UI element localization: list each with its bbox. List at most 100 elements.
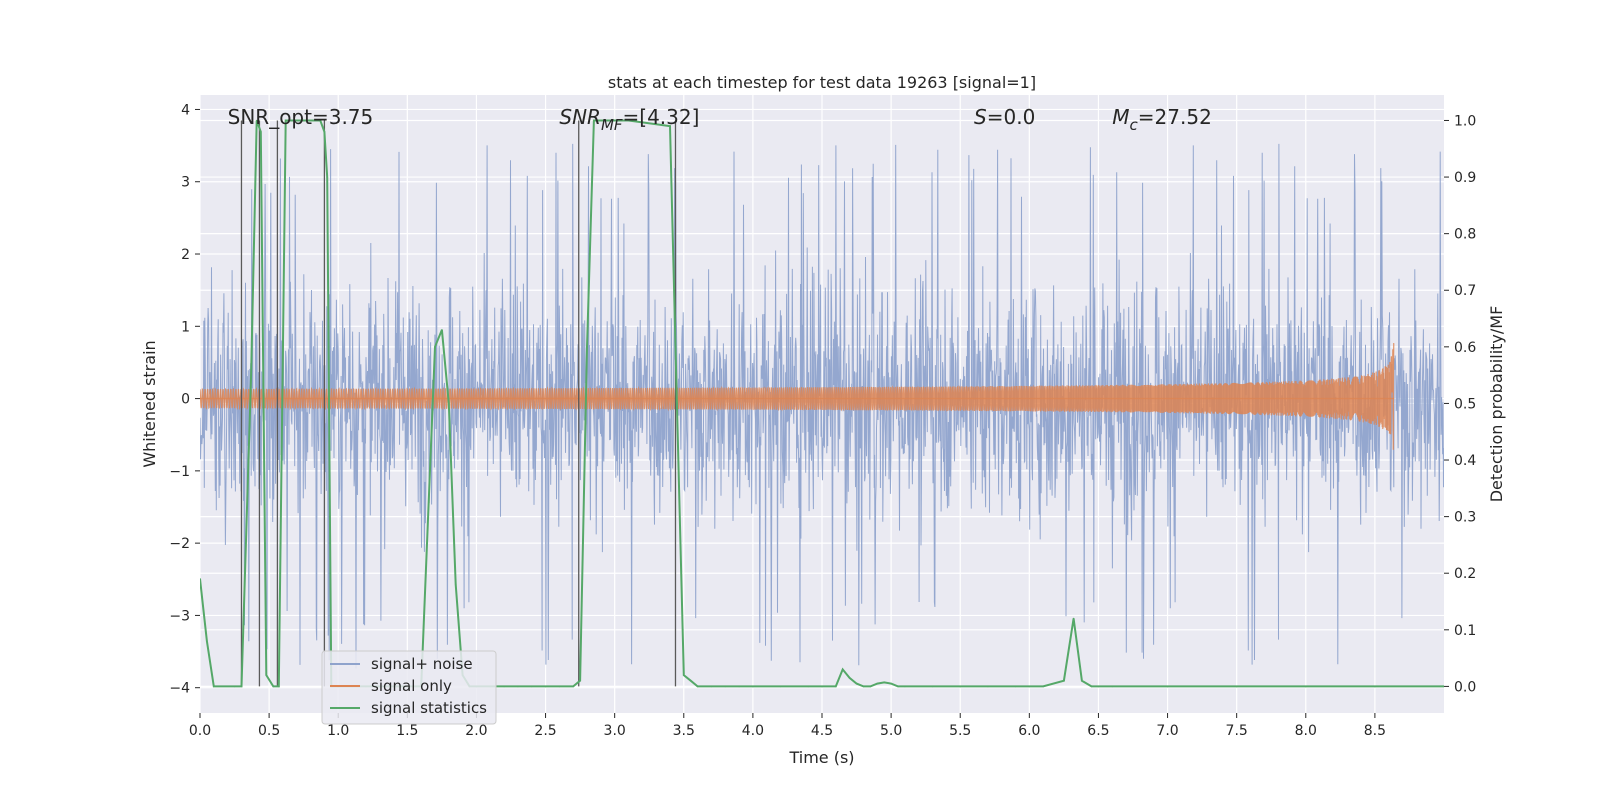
signal-statistics-point	[206, 640, 208, 642]
x-tick-label: 2.0	[465, 723, 487, 739]
annotation-snr-mf-symbol: SNR	[559, 105, 601, 129]
signal-statistics-point	[959, 685, 961, 688]
x-tick-label: 0.0	[189, 723, 211, 739]
annotation-s-value: =0.0	[987, 105, 1036, 129]
signal-statistics-point	[710, 685, 713, 688]
signal-statistics-point	[1072, 617, 1075, 620]
signal-statistics-point	[779, 685, 782, 688]
noise-series	[200, 143, 1444, 669]
signal-statistics-point	[1166, 685, 1169, 688]
signal-statistics-point	[931, 685, 934, 688]
signal-statistics-point	[1111, 685, 1114, 688]
signal-statistics-point	[1443, 685, 1444, 688]
signal-statistics-point	[738, 685, 740, 688]
annotation-mc-symbol: M	[1112, 105, 1129, 129]
signal-statistics-point	[572, 685, 574, 688]
y-tick-label-left: 1	[181, 319, 190, 335]
signal-only-series	[200, 342, 1395, 450]
x-tick-label: 7.0	[1156, 723, 1178, 739]
signal-statistics-point	[278, 685, 280, 688]
y-tick-label-right: 0.3	[1454, 510, 1476, 526]
signal-statistics-point	[862, 685, 865, 688]
signal-statistics-point	[1081, 679, 1083, 682]
signal-statistics-point	[696, 685, 699, 688]
signal-statistics-point	[669, 125, 671, 127]
signal-statistics-point	[987, 685, 989, 688]
x-tick-label: 2.5	[534, 723, 556, 739]
signal-statistics-point	[326, 176, 329, 178]
signal-statistics-point	[272, 685, 275, 688]
signal-statistics-point	[579, 679, 581, 682]
legend-box	[321, 650, 497, 725]
x-tick-label: 4.0	[742, 723, 764, 739]
signal-statistics-point	[319, 119, 322, 122]
signal-statistics-point	[323, 131, 326, 133]
signal-statistics-point	[1090, 685, 1093, 688]
y-tick-label-left: −3	[169, 608, 190, 624]
signal-statistics-point	[530, 685, 533, 688]
x-tick-label: 5.5	[949, 723, 971, 739]
signal-statistics-point	[434, 346, 436, 348]
signal-only-trace	[200, 342, 1395, 450]
signal-statistics-series	[200, 119, 1444, 688]
signal-statistics-point	[1235, 685, 1238, 688]
y-tick-label-right: 1.0	[1454, 113, 1476, 129]
signal-statistics-point	[240, 685, 243, 688]
signal-statistics-point	[454, 583, 457, 586]
signal-statistics-point	[869, 685, 872, 688]
x-tick-label: 4.5	[811, 723, 833, 739]
signal-statistics-point	[290, 119, 293, 122]
legend-label-noise: signal+ noise	[371, 655, 473, 673]
y-tick-label-left: −2	[169, 536, 190, 552]
signal-statistics-point	[284, 119, 287, 122]
annotation-s-symbol: S	[974, 105, 987, 129]
vertical-markers	[240, 120, 677, 687]
y-tick-label-right: 0.5	[1454, 396, 1476, 412]
annotation-snr-mf-subscript: MF	[601, 116, 623, 134]
signal-statistics-point	[265, 674, 268, 676]
x-tick-label: 3.0	[604, 723, 626, 739]
signal-statistics-point	[1014, 685, 1017, 688]
x-tick-label: 6.0	[1018, 723, 1040, 739]
signal-statistics-point	[1305, 685, 1307, 688]
chart-title: stats at each timestep for test data 192…	[608, 73, 1036, 92]
signal-statistics-point	[233, 685, 236, 688]
x-tick-label: 8.0	[1295, 723, 1317, 739]
x-axis-label: Time (s)	[788, 748, 854, 767]
signal-statistics-point	[558, 685, 561, 688]
signal-statistics-point	[200, 578, 201, 580]
x-tick-label: 0.5	[258, 723, 280, 739]
y-axis-label-left: Whitened strain	[140, 340, 159, 467]
annotation-mc: Mc=27.52	[1112, 105, 1212, 134]
signal-statistics-point	[841, 668, 844, 671]
signal-statistics-point	[593, 119, 595, 122]
signal-statistics-point	[1042, 685, 1044, 688]
signal-statistics-point	[689, 679, 692, 682]
signal-statistics-point	[213, 685, 215, 688]
annotation-snr-opt: SNR_opt=3.75	[228, 105, 374, 129]
x-tick-label: 3.5	[673, 723, 695, 739]
signal-statistics-point	[517, 685, 519, 688]
y-tick-label-right: 0.7	[1454, 283, 1476, 299]
signal-statistics-point	[676, 402, 678, 405]
x-tick-label: 1.5	[396, 723, 418, 739]
annotation-snr-mf: SNRMF=[4.32]	[559, 105, 699, 134]
signal-statistics-point	[752, 685, 754, 688]
signal-statistics-point	[586, 346, 588, 348]
signal-statistics-point	[503, 685, 505, 688]
x-tick-label: 1.0	[327, 723, 349, 739]
signal-statistics-point	[821, 685, 823, 688]
signal-statistics-point	[250, 374, 252, 376]
y-tick-label-right: 0.9	[1454, 170, 1476, 186]
signal-statistics-point	[1374, 685, 1376, 688]
signal-statistics-point	[260, 131, 262, 133]
signal-statistics-point	[883, 681, 885, 684]
signal-statistics-line	[200, 119, 1444, 688]
axis-ticks: 0.0 0.5 1.0 1.5 2.0 2.5 3.0 3.5 4.0 4.5 5.0 5.5 6.0 6…	[169, 102, 1476, 739]
y-tick-label-left: 2	[181, 247, 190, 263]
y-axis-label-right: Detection probability/MF	[1487, 306, 1506, 503]
y-tick-label-right: 0.4	[1454, 453, 1476, 469]
signal-statistics-point	[255, 119, 258, 122]
y-tick-label-right: 0.1	[1454, 623, 1476, 639]
